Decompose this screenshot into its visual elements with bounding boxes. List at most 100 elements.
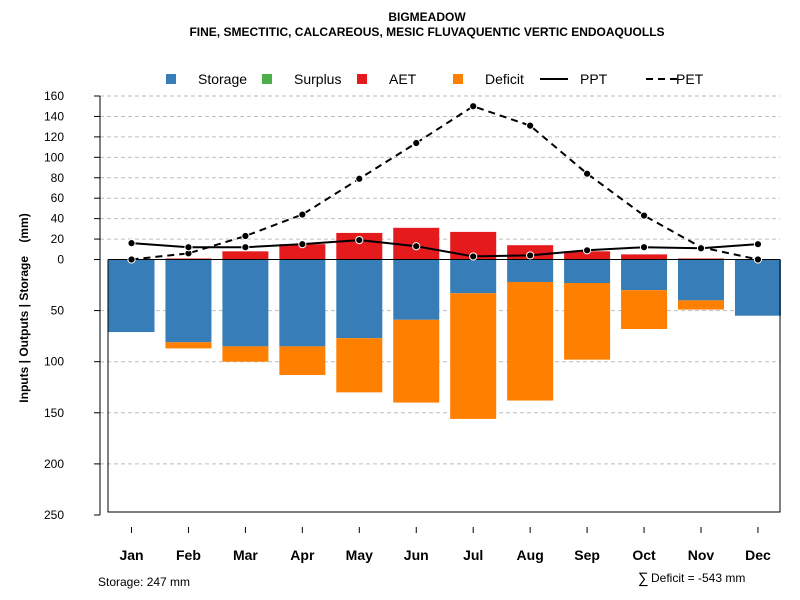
legend-swatch [262,74,272,84]
legend-label: PPT [580,71,608,87]
chart-title: BIGMEADOW [388,10,466,24]
aet-bar [222,251,269,260]
chart-subtitle: FINE, SMECTITIC, CALCAREOUS, MESIC FLUVA… [189,25,664,39]
storage-bar [279,259,326,347]
legend-swatch [453,74,463,84]
x-tick-label: Jun [404,547,429,563]
pet-point [412,138,421,148]
y-tick-label: 150 [44,406,64,420]
legend-label: AET [389,71,417,87]
storage-total-label: Storage: 247 mm [98,575,190,589]
pet-line [131,105,759,261]
storage-bar [165,259,212,343]
ppt-point [526,251,535,260]
x-tick-label: Nov [688,547,715,563]
x-tick-label: May [346,547,373,563]
lower-panel-frame [107,259,781,513]
x-tick-label: Sep [574,547,600,563]
aet-bar [564,251,611,260]
y-axis-label: Inputs | Outputs | Storage (mm) [17,213,31,402]
storage-bar [734,259,781,316]
legend-label: Deficit [485,71,524,87]
y-tick-label: 160 [44,89,64,103]
x-tick-label: Jul [463,547,483,563]
deficit-bar [165,342,212,349]
y-tick-label: 50 [51,304,65,318]
legend-label: PET [676,71,704,87]
pet-point [583,169,592,178]
ppt-point [355,235,364,245]
bars [108,227,781,419]
pet-point [127,255,136,264]
legend-swatch [166,74,176,84]
deficit-bar [336,338,383,393]
pet-point [639,211,649,220]
x-tick-label: Oct [632,547,656,563]
storage-bar [393,259,440,320]
ppt-point [696,244,706,253]
legend: Storage Surplus AET Deficit PPT PET [166,71,704,87]
ppt-point [241,243,250,252]
x-tick-label: Dec [745,547,771,563]
aet-bar [621,254,668,260]
ppt-point [184,243,193,252]
x-tick-label: Apr [290,547,315,563]
y-tick-label: 120 [44,130,64,144]
gridlines [100,95,780,465]
y-tick-label: 40 [51,212,65,226]
ppt-point [298,240,307,249]
deficit-bar [222,346,269,362]
storage-bar [621,259,668,291]
storage-bar [108,259,155,333]
y-tick-label: 60 [51,191,65,205]
pet-point [469,102,478,111]
storage-bar [222,259,269,347]
aet-bar [279,244,326,260]
aet-bar [678,258,724,260]
ppt-line [131,239,759,258]
pet-point [355,174,364,183]
storage-bar [336,259,383,339]
y-tick-label: 0 [57,253,64,267]
y-tick-label: 100 [44,355,64,369]
x-tick-label: Aug [517,547,544,563]
pet-point [241,231,250,241]
y-tick-label: 200 [44,457,64,471]
y-tick-label: 20 [51,232,65,246]
ppt-point [469,252,478,261]
storage-bar [564,259,611,284]
deficit-bar [393,319,440,403]
deficit-bar [279,346,326,375]
deficit-bar [450,293,497,419]
ppt-point [127,239,136,248]
storage-bar [678,259,724,301]
deficit-total-label: Deficit = -543 mm [651,571,745,585]
ppt-point [583,246,592,255]
deficit-bar [621,290,668,329]
deficit-bar [564,283,611,360]
sum-symbol: ∑ [638,570,649,587]
y-tick-label: 250 [44,508,64,522]
y-tick-label: 80 [51,171,65,185]
pet-point [753,255,763,264]
storage-bar [507,259,554,282]
y-tick-label: 100 [44,150,64,164]
x-tick-label: Mar [233,547,258,563]
deficit-bar [678,300,724,310]
series-lines [127,102,763,264]
legend-label: Storage [198,71,247,87]
ppt-point [639,243,649,252]
legend-label: Surplus [294,71,341,87]
legend-swatch [357,74,367,84]
y-tick-label: 140 [44,109,64,123]
x-tick-label: Jan [119,547,143,563]
ppt-point [412,242,421,251]
pet-point [526,121,535,130]
aet-bar [165,258,212,260]
pet-point [298,210,307,219]
deficit-bar [507,281,554,401]
x-tick-label: Feb [176,547,201,563]
ppt-point [753,240,763,249]
